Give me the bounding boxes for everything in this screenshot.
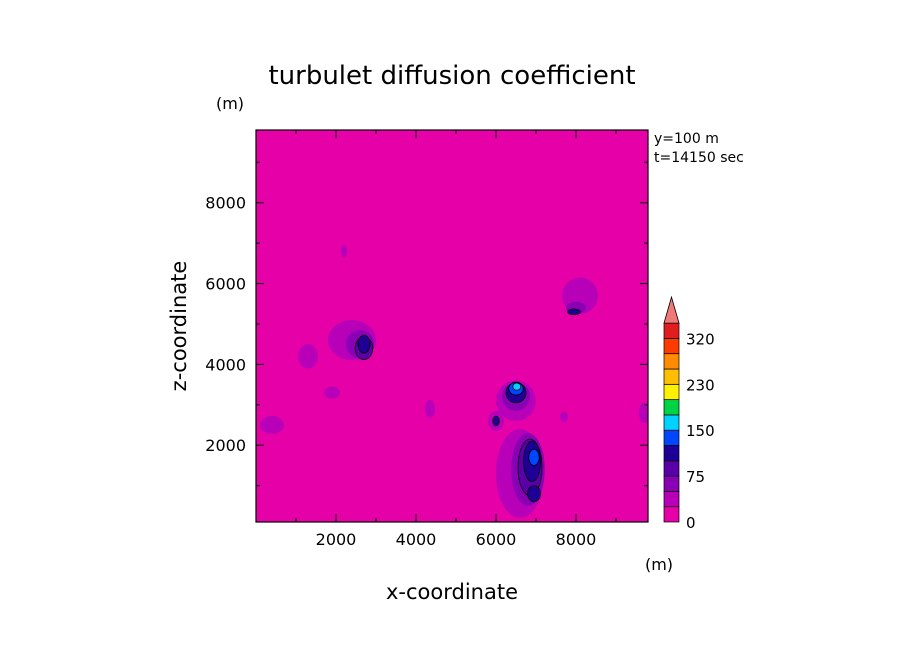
contour-level-5 bbox=[528, 448, 540, 466]
feature-patch-7700 bbox=[560, 411, 568, 423]
info-line-1: y=100 m bbox=[654, 131, 719, 147]
feature-plume-right-upper bbox=[562, 277, 598, 316]
feature-patch-left-4200 bbox=[298, 344, 318, 369]
contour-level-0 bbox=[560, 411, 568, 423]
contour-level-4 bbox=[527, 485, 541, 503]
x-tick-label: 8000 bbox=[556, 530, 597, 549]
y-tick-label: 6000 bbox=[205, 275, 246, 294]
colorbar-bin bbox=[663, 506, 680, 523]
contour-level-1 bbox=[492, 415, 500, 427]
colorbar-bin bbox=[663, 322, 680, 339]
colorbar-bin bbox=[663, 460, 680, 477]
colorbar-bin bbox=[663, 383, 680, 400]
colorbar-bin bbox=[663, 475, 680, 492]
feature-plume-peak-upper bbox=[496, 380, 536, 421]
colorbar-bin bbox=[663, 414, 680, 431]
plot-background bbox=[256, 130, 648, 522]
y-axis-label: z-coordinate bbox=[167, 261, 191, 392]
colorbar-bin bbox=[663, 399, 680, 416]
contour-level-0 bbox=[324, 386, 340, 399]
contour-level-0 bbox=[424, 399, 436, 418]
feature-central-tall-plume bbox=[496, 429, 545, 518]
colorbar: 0 75 150 230 320 bbox=[663, 295, 715, 532]
y-tick-label: 8000 bbox=[205, 194, 246, 213]
colorbar-bin bbox=[663, 429, 680, 446]
feature-patch-6000 bbox=[488, 410, 504, 432]
x-axis-label: x-coordinate bbox=[386, 580, 518, 604]
feature-patch-right-edge bbox=[638, 402, 648, 423]
colorbar-bin bbox=[663, 445, 680, 462]
colorbar-bin bbox=[663, 338, 680, 355]
colorbar-label: 230 bbox=[686, 376, 715, 394]
y-tick-label: 2000 bbox=[205, 436, 246, 455]
y-unit-label: (m) bbox=[216, 94, 244, 113]
contour-level-0 bbox=[638, 402, 648, 423]
feature-plume-left-mid bbox=[328, 319, 376, 361]
feature-patch-left-low bbox=[260, 416, 284, 434]
x-tick-label: 4000 bbox=[396, 530, 437, 549]
colorbar-label: 150 bbox=[686, 422, 715, 440]
y-tick-label: 4000 bbox=[205, 355, 246, 374]
contour-level-3 bbox=[357, 334, 371, 354]
x-tick-label: 6000 bbox=[476, 530, 517, 549]
plot-area bbox=[255, 129, 649, 523]
contour-level-0 bbox=[260, 416, 284, 434]
x-tick-label: 2000 bbox=[316, 530, 357, 549]
colorbar-bin bbox=[663, 368, 680, 385]
y-axis-ticks: 2000 4000 6000 8000 bbox=[205, 161, 648, 487]
colorbar-label: 0 bbox=[686, 514, 696, 532]
x-unit-label: (m) bbox=[645, 555, 673, 574]
feature-patch-2200-6800 bbox=[340, 245, 348, 258]
chart-title: turbulet diffusion coefficient bbox=[268, 61, 635, 91]
colorbar-bin bbox=[663, 353, 680, 370]
contour-level-0 bbox=[298, 344, 318, 369]
contour-level-0 bbox=[340, 245, 348, 258]
contour-fields bbox=[260, 245, 648, 518]
contour-level-4 bbox=[512, 382, 522, 391]
feature-patch-4300 bbox=[424, 399, 436, 418]
colorbar-extend-arrow bbox=[663, 295, 680, 324]
feature-patch-3300 bbox=[324, 386, 340, 399]
contour-level-2 bbox=[567, 308, 581, 316]
colorbar-bin bbox=[663, 491, 680, 508]
info-line-2: t=14150 sec bbox=[654, 150, 744, 166]
colorbar-label: 320 bbox=[686, 330, 715, 348]
x-axis-ticks: 2000 4000 6000 8000 bbox=[295, 130, 617, 549]
plot-frame bbox=[255, 129, 649, 523]
colorbar-label: 75 bbox=[686, 468, 705, 486]
